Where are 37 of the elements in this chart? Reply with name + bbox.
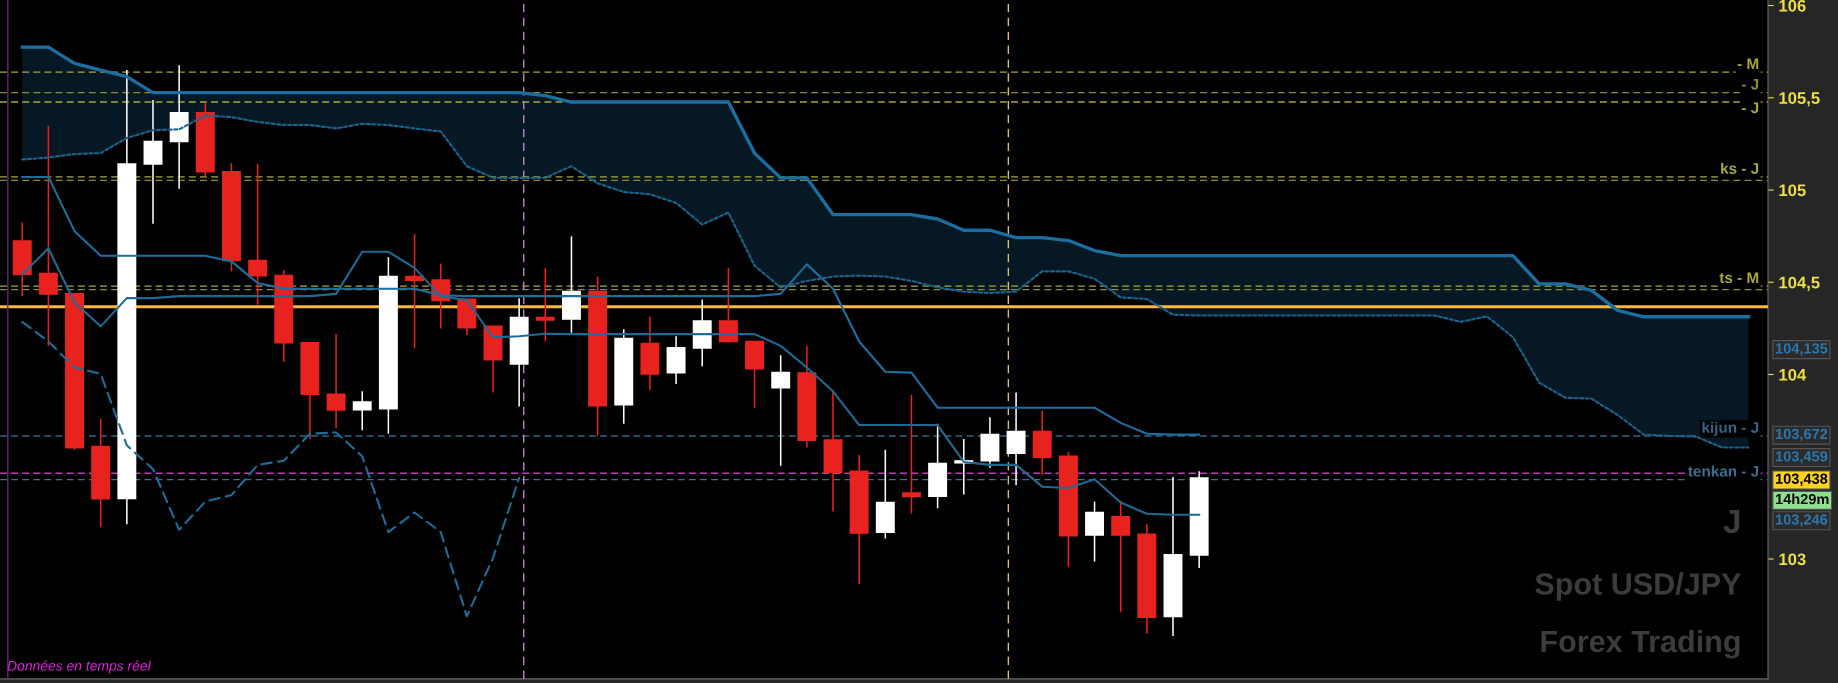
text: 103,438	[1775, 473, 1828, 487]
y-tick-label: 103	[1779, 553, 1806, 566]
ref-line-label: - M	[1737, 58, 1759, 69]
y-tick-label: 106	[1779, 0, 1806, 12]
ref-line-label: - J	[1741, 102, 1759, 114]
candlestick	[1006, 391, 1026, 486]
text: 104,135	[1775, 343, 1828, 356]
text: 103,459	[1775, 451, 1828, 464]
candlestick	[718, 267, 738, 344]
candlestick	[405, 233, 425, 349]
ref-line-label: ks - J	[1721, 162, 1759, 174]
text: 103,246	[1775, 514, 1828, 527]
candlestick	[38, 125, 58, 347]
text: Forex Trading	[1541, 629, 1740, 659]
y-tick-label: 104,5	[1779, 276, 1820, 291]
candlestick	[352, 390, 372, 431]
candlestick	[326, 333, 346, 429]
annotation: Données en temps réel	[7, 660, 151, 674]
ref-line-label: kijun - J	[1702, 421, 1759, 436]
text: Spot USD/JPY	[1535, 572, 1741, 601]
annotation: J	[1723, 509, 1740, 534]
candlestick	[248, 163, 268, 306]
text: 14h29m	[1775, 493, 1829, 505]
candlestick	[771, 354, 791, 467]
candlestick	[901, 394, 921, 515]
line-series	[21, 320, 521, 618]
ref-line-label: - J	[1741, 78, 1759, 90]
text: 103,672	[1775, 428, 1828, 442]
y-tick-label: 104	[1779, 368, 1807, 381]
line-series	[21, 175, 1201, 436]
candlestick	[535, 267, 555, 343]
y-tick-label: 105,5	[1779, 92, 1820, 107]
candlestick	[143, 99, 163, 225]
ref-line-label: tenkan - J	[1688, 465, 1759, 477]
ref-line-label: ts - M	[1719, 272, 1759, 284]
candlestick	[1085, 500, 1105, 563]
y-tick-label: 105	[1779, 184, 1806, 197]
